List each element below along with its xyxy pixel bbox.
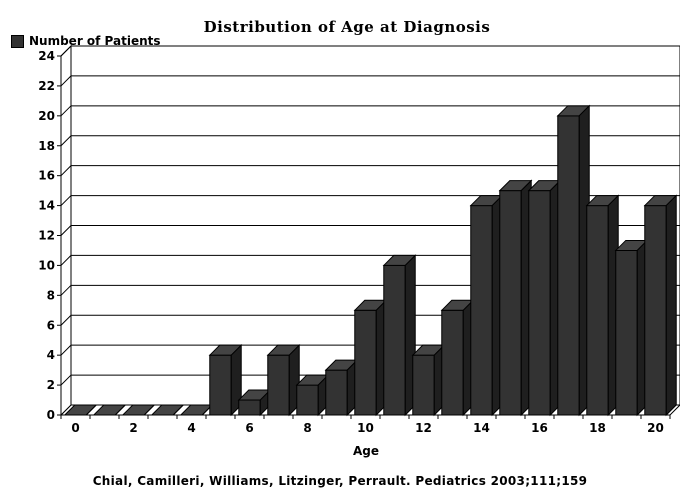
bar	[556, 104, 591, 417]
y-tick-label: 22	[38, 79, 55, 93]
bar-front	[586, 205, 609, 416]
y-tick-label: 10	[38, 258, 55, 272]
bar	[498, 179, 533, 417]
bar-side	[172, 404, 184, 416]
x-tick-label: 20	[647, 421, 664, 435]
bar-front	[615, 249, 638, 416]
bar	[208, 343, 243, 417]
bar-side	[85, 404, 97, 416]
x-tick-label: 18	[589, 421, 606, 435]
legend-swatch	[11, 34, 24, 48]
bar-front	[470, 205, 493, 416]
bar-side	[143, 404, 155, 416]
y-tick-label: 2	[47, 378, 55, 392]
legend: Number of Patients	[11, 34, 161, 48]
x-tick-label: 10	[357, 421, 374, 435]
bar-front	[209, 354, 232, 416]
bar-front	[383, 264, 406, 416]
bar-front	[412, 354, 435, 416]
bar	[63, 404, 98, 416]
bar-side	[665, 194, 677, 417]
bar-front	[441, 309, 464, 416]
x-tick-label: 14	[473, 421, 490, 435]
y-tick-label: 20	[38, 109, 55, 123]
y-tick-label: 4	[47, 348, 55, 362]
x-tick-label: 8	[303, 421, 311, 435]
bar-front	[644, 205, 667, 416]
bar-front	[325, 369, 348, 416]
bar	[382, 254, 417, 417]
bar-side	[114, 404, 126, 416]
x-tick-label: 16	[531, 421, 548, 435]
bar	[469, 194, 504, 417]
bar	[92, 404, 127, 416]
x-tick-label: 2	[129, 421, 137, 435]
bar-front	[267, 354, 290, 416]
y-tick-label: 6	[47, 318, 55, 332]
bar	[585, 194, 620, 417]
bar	[353, 299, 388, 417]
y-tick-label: 14	[38, 199, 55, 213]
bar	[614, 239, 649, 417]
bar-front	[296, 384, 319, 416]
grid-line	[60, 165, 680, 177]
bar	[150, 404, 185, 416]
y-tick-label: 0	[47, 408, 55, 422]
y-tick-label: 8	[47, 288, 55, 302]
bar	[643, 194, 678, 417]
x-tick-label: 0	[71, 421, 79, 435]
bar-front	[499, 190, 522, 416]
x-tick-label: 12	[415, 421, 432, 435]
bar-front	[238, 399, 261, 416]
x-tick-label: 6	[245, 421, 253, 435]
x-axis: 0 2 4 6 8 10 12 14 16 18 20	[60, 414, 671, 435]
bar-front	[528, 190, 551, 416]
y-tick-label: 12	[38, 229, 55, 243]
bar-front	[354, 309, 377, 416]
grid-line	[60, 45, 680, 57]
grid-line	[60, 75, 680, 87]
bar	[527, 179, 562, 417]
grid-line	[60, 195, 680, 206]
x-axis-title: Age	[353, 444, 379, 458]
y-tick-label: 16	[38, 169, 55, 183]
bar	[411, 343, 446, 417]
bar-front	[557, 115, 580, 416]
bar	[295, 373, 330, 417]
grid-line	[60, 135, 680, 147]
source-citation: Chial, Camilleri, Williams, Litzinger, P…	[92, 474, 588, 488]
bar	[266, 343, 301, 417]
x-tick-label: 4	[187, 421, 195, 435]
y-tick-label: 24	[38, 49, 55, 63]
bars	[63, 104, 678, 417]
grid-line	[60, 105, 680, 117]
bar	[121, 404, 156, 416]
y-tick-label: 18	[38, 139, 55, 153]
chart-title: Distribution of Age at Diagnosis	[203, 18, 491, 36]
bar	[324, 358, 359, 417]
bar	[440, 299, 475, 417]
legend-label: Number of Patients	[29, 34, 161, 48]
